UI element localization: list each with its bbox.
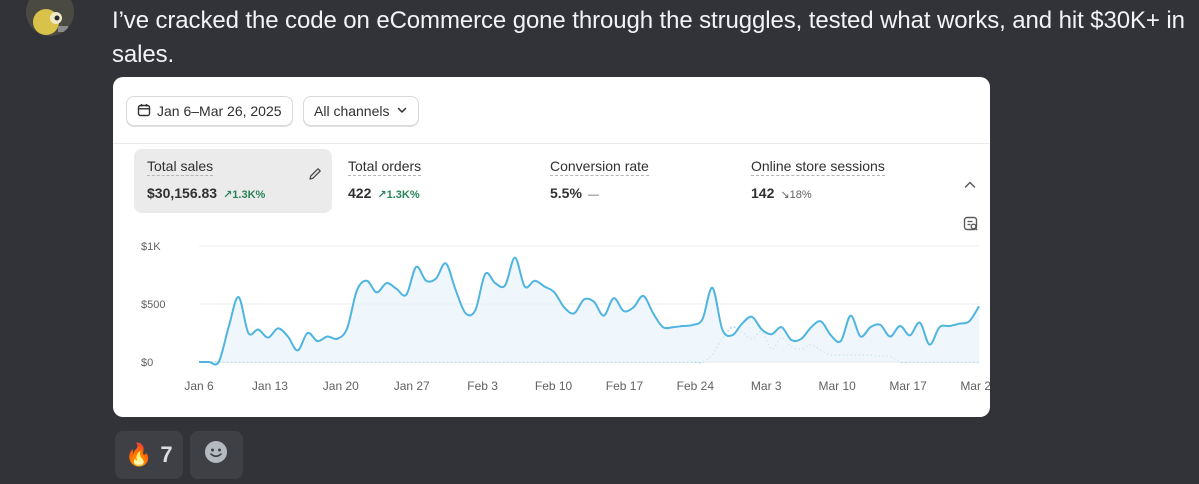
arrow-up-right-icon: ↗ (377, 189, 387, 201)
metric-total-orders[interactable]: Total orders 422 ↗1.3K% (335, 149, 525, 213)
metric-change: ↗1.3K% (377, 189, 420, 201)
channel-filter-label: All channels (314, 103, 390, 119)
series-line-current (199, 256, 980, 366)
message-text: I’ve cracked the code on eCommerce gone … (112, 7, 1185, 68)
x-tick-label: Jan 20 (323, 379, 359, 393)
x-tick-label: Feb 24 (677, 379, 715, 393)
metric-value: 142 (751, 185, 775, 201)
x-tick-label: Jan 6 (184, 379, 214, 393)
metric-change: — (587, 189, 599, 201)
arrow-up-right-icon: ↗ (223, 189, 233, 201)
x-tick-label: Mar 10 (819, 379, 857, 393)
metric-change: ↘18% (780, 189, 812, 201)
metric-title: Total orders (348, 158, 422, 176)
x-tick-label: Feb 10 (535, 379, 573, 393)
series-area-current (199, 257, 979, 365)
arrow-down-right-icon: ↘ (780, 189, 790, 201)
reaction-count: 7 (160, 442, 173, 467)
edit-pencil-icon[interactable] (306, 165, 324, 183)
user-avatar[interactable] (26, 0, 74, 36)
smiley-face-icon (203, 439, 229, 471)
y-tick-label: $0 (141, 357, 153, 369)
chevron-up-icon[interactable] (961, 176, 979, 194)
add-reaction-button[interactable] (189, 431, 243, 479)
calendar-icon (137, 103, 151, 120)
fire-emoji-icon: 🔥 (125, 442, 153, 467)
x-tick-label: Feb 17 (606, 379, 644, 393)
reaction-bar: 🔥 7 (115, 431, 243, 479)
metric-title: Conversion rate (550, 158, 649, 176)
metric-value: 422 (348, 185, 372, 201)
date-range-button[interactable]: Jan 6–Mar 26, 2025 (126, 96, 293, 126)
sales-line-chart[interactable]: $0 $500 $1K Jan 6 Jan 13 Jan 20 Jan 27 Feb 3 Feb… (113, 227, 990, 417)
metric-title: Total sales (147, 158, 214, 176)
x-tick-label: Jan 13 (252, 379, 288, 393)
channel-filter-button[interactable]: All channels (303, 96, 419, 126)
metric-online-store-sessions[interactable]: Online store sessions 142 ↘18% (738, 149, 938, 213)
metric-conversion-rate[interactable]: Conversion rate 5.5% — (537, 149, 727, 213)
metric-value: $30,156.83 (147, 185, 218, 201)
x-tick-label: Mar 17 (889, 379, 927, 393)
metric-value: 5.5% (550, 185, 582, 201)
y-tick-label: $500 (141, 299, 165, 311)
metric-change: ↗1.3K% (223, 189, 266, 201)
chart-analysis-icon[interactable] (962, 215, 980, 233)
date-range-label: Jan 6–Mar 26, 2025 (157, 103, 282, 119)
metric-total-sales[interactable]: Total sales $30,156.83 ↗1.3K% (134, 149, 332, 213)
x-tick-label: Jan 27 (394, 379, 430, 393)
analytics-dashboard-image[interactable]: Jan 6–Mar 26, 2025 All channels Total sa… (113, 77, 990, 417)
metric-title: Online store sessions (751, 158, 885, 176)
reaction-fire[interactable]: 🔥 7 (115, 431, 183, 479)
x-tick-label: Mar 3 (751, 379, 782, 393)
y-tick-label: $1K (141, 241, 161, 253)
chevron-down-icon (396, 103, 408, 119)
x-tick-label: Feb 3 (467, 379, 498, 393)
x-tick-label: Mar 24 (960, 379, 990, 393)
toolbar-divider (113, 143, 990, 144)
